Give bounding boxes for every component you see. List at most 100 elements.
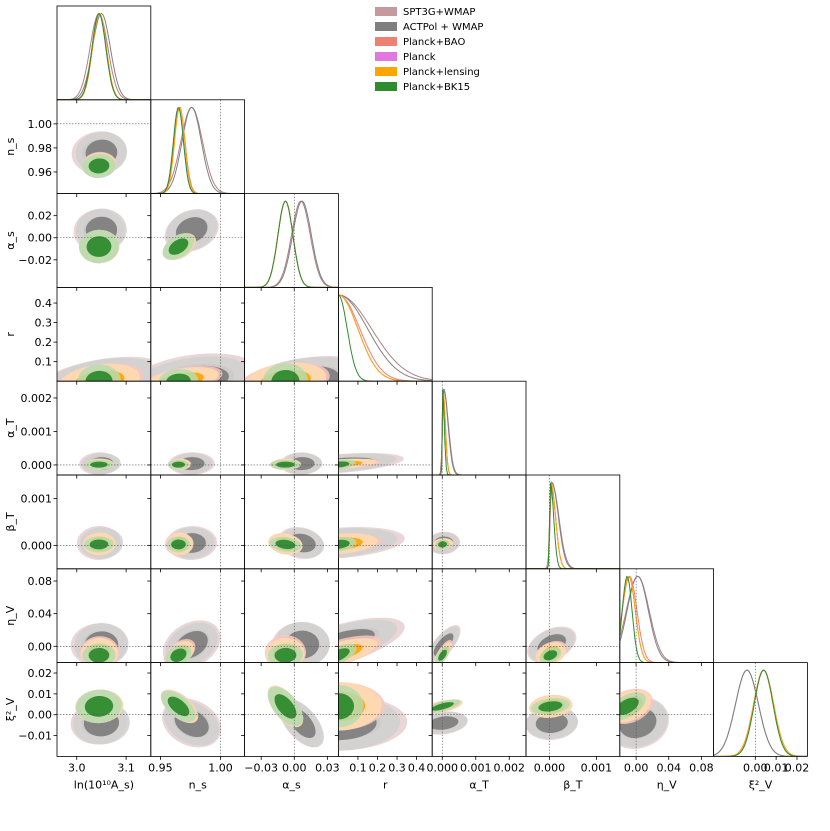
x-axis-label-alpha_T: α_T xyxy=(469,778,489,791)
posterior-1d-spt3g-wmap xyxy=(150,106,245,194)
diag-panel-r xyxy=(337,286,433,385)
posterior-1d-actpol-wmap xyxy=(713,669,808,757)
posterior-1d-planck-bk15 xyxy=(619,575,714,663)
x-tick-label-alpha_T: 0.002 xyxy=(494,761,526,774)
contour-68-planck-bk15 xyxy=(274,647,297,663)
posterior-1d-planck-bao xyxy=(619,575,714,663)
contour-68-planck-bk15 xyxy=(538,701,563,712)
posterior-1d-planck-bk15 xyxy=(244,200,339,288)
x-tick-label-lnAs: 3.1 xyxy=(117,761,135,774)
x-tick-label-r: 0.2 xyxy=(369,761,387,774)
posterior-1d-spt3g-wmap xyxy=(57,12,151,100)
contour-68-planck-bk15 xyxy=(275,539,296,550)
contour-68-planck-bk15 xyxy=(338,648,350,663)
x-tick-label-beta_T: 0.000 xyxy=(534,761,566,774)
posterior-1d-planck-lensing xyxy=(338,294,433,382)
legend-swatch xyxy=(375,7,397,16)
contour-68-planck-bk15 xyxy=(86,236,112,257)
contour-68-planck-bk15 xyxy=(84,696,114,717)
y-tick-label-alpha_s: 0.02 xyxy=(28,210,53,223)
y-tick-label-ns: 1.00 xyxy=(28,118,53,131)
contour-68-planck-bk15 xyxy=(167,696,190,717)
panel-ns-xi2_V xyxy=(147,662,246,760)
legend-swatch xyxy=(375,52,397,61)
posterior-1d-planck-bao xyxy=(338,294,433,382)
x-axis-label-xi2_V: ξ²_V xyxy=(749,778,773,791)
y-tick-label-xi2_V: 0.00 xyxy=(28,709,53,722)
x-tick-label-alpha_T: 0.000 xyxy=(427,761,459,774)
legend-swatch xyxy=(375,37,397,46)
y-tick-label-alpha_s: −0.02 xyxy=(18,254,52,267)
y-axis-label-xi2_V: ξ²_V xyxy=(4,697,17,721)
y-axis-label-alpha_s: α_s xyxy=(4,231,17,250)
y-tick-label-alpha_T: 0.002 xyxy=(21,392,53,405)
posterior-1d-planck xyxy=(244,200,339,288)
x-tick-label-ns: 1.00 xyxy=(208,761,233,774)
panel-frame xyxy=(337,286,433,382)
x-axis-label-alpha_s: α_s xyxy=(282,778,301,791)
panel-eta_V-xi2_V xyxy=(616,662,714,760)
panel-lnAs-ns xyxy=(53,99,152,198)
contour-68-actpol-wmap xyxy=(432,716,459,730)
panel-ns-beta_T xyxy=(147,474,246,573)
panel-alpha_s-eta_V xyxy=(241,568,339,667)
panel-ns-alpha_T xyxy=(147,380,246,479)
x-tick-label-beta_T: 0.001 xyxy=(581,761,613,774)
panel-alpha_T-beta_T xyxy=(428,474,527,573)
panel-alpha_T-eta_V xyxy=(428,568,527,667)
panel-frame xyxy=(150,99,246,195)
contour-68-planck-bk15 xyxy=(338,693,355,720)
contour-68-planck-bk15 xyxy=(543,650,558,661)
posterior-1d-planck-lensing xyxy=(526,483,620,569)
y-tick-label-eta_V: 0.08 xyxy=(28,575,53,588)
diag-panel-eta_V xyxy=(619,568,714,667)
posterior-1d-spt3g-wmap xyxy=(244,200,339,288)
diag-panel-lnAs xyxy=(56,5,152,104)
x-tick-label-eta_V: 0.08 xyxy=(689,761,714,774)
contour-68-planck-bk15 xyxy=(432,702,454,711)
x-axis-label-ns: n_s xyxy=(189,778,207,791)
contour-95-planck-bk15 xyxy=(158,368,199,382)
diag-panel-alpha_T xyxy=(431,380,527,479)
x-tick-label-eta_V: 0.00 xyxy=(624,761,649,774)
x-tick-label-alpha_T: 0.001 xyxy=(460,761,492,774)
legend: SPT3G+WMAP ACTPol + WMAP Planck+BAO Planck P… xyxy=(375,7,483,93)
panel-lnAs-beta_T xyxy=(53,474,152,573)
panel-beta_T-xi2_V xyxy=(522,662,621,760)
x-tick-label-xi2_V: 0.02 xyxy=(785,761,810,774)
panel-r-beta_T xyxy=(334,474,433,573)
panel-r-alpha_T xyxy=(334,380,433,479)
posterior-1d-planck xyxy=(338,294,433,382)
contour-95-planck-lensing xyxy=(338,682,382,731)
panel-frame xyxy=(713,662,808,757)
contour-68-planck-bk15 xyxy=(166,373,191,382)
y-axis-label-beta_T: β_T xyxy=(4,512,17,532)
contour-68-planck-bk15 xyxy=(85,370,113,382)
x-axis-label-lnAs: ln(10¹⁰A_s) xyxy=(74,778,134,791)
x-tick-label-xi2_V: 0.00 xyxy=(743,761,768,774)
posterior-1d-planck-bao xyxy=(526,483,620,569)
x-tick-label-lnAs: 3.0 xyxy=(68,761,86,774)
x-tick-label-r: 0.1 xyxy=(349,761,367,774)
contour-68-planck-bk15 xyxy=(88,647,110,663)
x-axis-label-r: r xyxy=(383,778,388,791)
y-tick-label-xi2_V: −0.01 xyxy=(18,730,52,743)
y-tick-label-xi2_V: 0.01 xyxy=(28,688,53,701)
legend-swatch xyxy=(375,22,397,31)
panel-lnAs-eta_V xyxy=(53,568,152,667)
x-axis-label-eta_V: η_V xyxy=(657,778,677,791)
y-tick-label-xi2_V: 0.02 xyxy=(28,667,53,680)
y-axis-label-alpha_T: α_T xyxy=(4,418,17,438)
contour-68-planck-bk15 xyxy=(438,649,447,661)
legend-label: SPT3G+WMAP xyxy=(403,7,475,18)
posterior-1d-actpol-wmap xyxy=(526,481,620,569)
posterior-1d-planck-bao xyxy=(244,200,339,288)
posterior-1d-actpol-wmap xyxy=(244,200,339,288)
panel-ns-r xyxy=(147,286,246,385)
panel-lnAs-alpha_s xyxy=(53,193,152,291)
posterior-1d-actpol-wmap xyxy=(619,575,714,663)
y-tick-label-ns: 0.96 xyxy=(28,166,53,179)
diag-panel-xi2_V xyxy=(713,662,808,760)
panel-r-xi2_V xyxy=(334,662,433,760)
